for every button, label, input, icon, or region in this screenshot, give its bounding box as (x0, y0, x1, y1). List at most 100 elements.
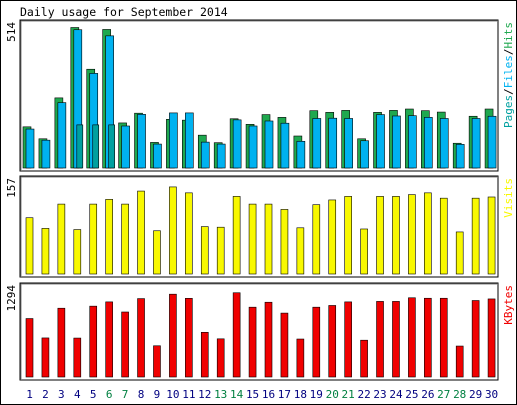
bar-kbytes-day-5 (89, 305, 98, 378)
panel-hits-files-pages-border (19, 19, 499, 172)
bar-kbytes-day-17 (280, 312, 289, 378)
day-label-20: 20 (326, 388, 339, 401)
bar-kbytes-day-18 (296, 338, 305, 378)
bar-kbytes-day-23 (376, 301, 384, 378)
bar-files-day-17 (280, 122, 290, 169)
bar-files-day-3 (57, 102, 67, 169)
bar-visits-day-15 (248, 203, 257, 275)
bar-kbytes-day-13 (216, 338, 225, 378)
bar-visits-day-19 (312, 204, 321, 275)
day-label-15: 15 (246, 388, 259, 401)
day-label-24: 24 (389, 388, 403, 401)
bar-files-day-19 (312, 118, 322, 169)
y-max-label-visits: 157 (5, 178, 18, 198)
bar-files-day-7 (121, 125, 130, 169)
bar-kbytes-day-22 (360, 339, 368, 378)
day-label-25: 25 (405, 388, 418, 401)
bar-files-day-28 (455, 144, 465, 169)
bar-visits-day-13 (216, 226, 225, 275)
bar-visits-day-6 (105, 199, 113, 275)
bar-files-day-29 (471, 118, 481, 169)
legend-part-0-3: / (502, 49, 515, 56)
y-max-label-kbytes: 1294 (5, 285, 18, 312)
bar-kbytes-day-27 (439, 297, 448, 378)
bar-pages-day-6 (108, 124, 115, 169)
bar-files-day-10 (169, 112, 178, 169)
bar-visits-day-29 (471, 197, 480, 275)
bar-files-day-9 (153, 143, 162, 169)
bar-kbytes-day-6 (105, 301, 113, 378)
panel-visits-shadow (20, 176, 497, 276)
bar-pages-day-4 (76, 124, 84, 169)
bar-files-day-1 (25, 128, 35, 169)
bar-kbytes-day-11 (185, 298, 193, 378)
legend-visits: Visits (502, 178, 515, 218)
bar-kbytes-day-10 (169, 293, 177, 378)
day-label-16: 16 (262, 388, 275, 401)
bar-kbytes-day-1 (25, 318, 34, 378)
bar-visits-day-20 (328, 199, 337, 275)
bar-files-day-24 (392, 115, 401, 169)
bar-kbytes-day-30 (487, 298, 496, 378)
panel-hits-files-pages-shadow (20, 20, 497, 170)
panel-kbytes-border (19, 282, 499, 381)
day-label-13: 13 (214, 388, 227, 401)
bar-visits-day-24 (392, 196, 400, 275)
bar-visits-day-7 (121, 203, 129, 275)
day-label-10: 10 (166, 388, 179, 401)
day-label-9: 9 (154, 388, 161, 401)
day-label-18: 18 (294, 388, 307, 401)
bar-files-day-14 (232, 119, 242, 169)
bar-kbytes-day-28 (455, 345, 464, 378)
day-label-26: 26 (421, 388, 434, 401)
panel-kbytes-shadow (20, 283, 497, 379)
day-label-12: 12 (198, 388, 211, 401)
bar-visits-day-11 (185, 192, 193, 275)
day-label-19: 19 (310, 388, 323, 401)
y-max-label-hits-files-pages: 514 (5, 22, 18, 42)
day-label-5: 5 (90, 388, 97, 401)
bar-files-day-25 (408, 115, 417, 169)
bar-files-day-13 (216, 143, 226, 169)
bar-visits-day-3 (57, 203, 66, 275)
bar-visits-day-27 (439, 197, 448, 275)
day-label-6: 6 (106, 388, 113, 401)
legend-part-0-2: Files (502, 55, 515, 88)
panel-hits-files-pages (19, 19, 499, 172)
bar-kbytes-day-16 (264, 301, 273, 378)
bar-files-day-12 (200, 141, 210, 169)
bar-visits-day-10 (169, 186, 177, 275)
bar-kbytes-day-25 (408, 297, 416, 378)
day-label-22: 22 (357, 388, 370, 401)
bar-visits-day-5 (89, 203, 98, 275)
bar-kbytes-day-8 (137, 298, 145, 378)
bar-kbytes-day-7 (121, 311, 129, 378)
bar-visits-day-12 (200, 226, 209, 275)
day-label-2: 2 (42, 388, 49, 401)
bar-visits-day-2 (41, 228, 50, 275)
bar-files-day-2 (41, 139, 51, 169)
legend-part-1-0: Visits (502, 178, 515, 218)
bar-files-day-21 (344, 118, 353, 169)
bar-kbytes-day-21 (344, 301, 352, 378)
day-label-11: 11 (182, 388, 195, 401)
bar-visits-day-25 (408, 194, 416, 275)
bar-kbytes-day-14 (232, 292, 241, 378)
day-label-17: 17 (278, 388, 291, 401)
day-label-30: 30 (485, 388, 498, 401)
panel-visits (19, 175, 499, 278)
legend-kbytes: KBytes (502, 285, 515, 325)
day-label-21: 21 (342, 388, 355, 401)
bar-kbytes-day-9 (153, 345, 161, 378)
panel-kbytes (19, 282, 499, 381)
bar-visits-day-16 (264, 203, 273, 275)
bar-files-day-18 (296, 140, 306, 169)
bar-files-day-23 (376, 114, 385, 169)
bar-visits-day-18 (296, 227, 305, 275)
bar-kbytes-day-19 (312, 306, 321, 378)
bar-files-day-20 (328, 117, 338, 169)
bar-files-day-26 (424, 117, 433, 169)
day-label-4: 4 (74, 388, 81, 401)
